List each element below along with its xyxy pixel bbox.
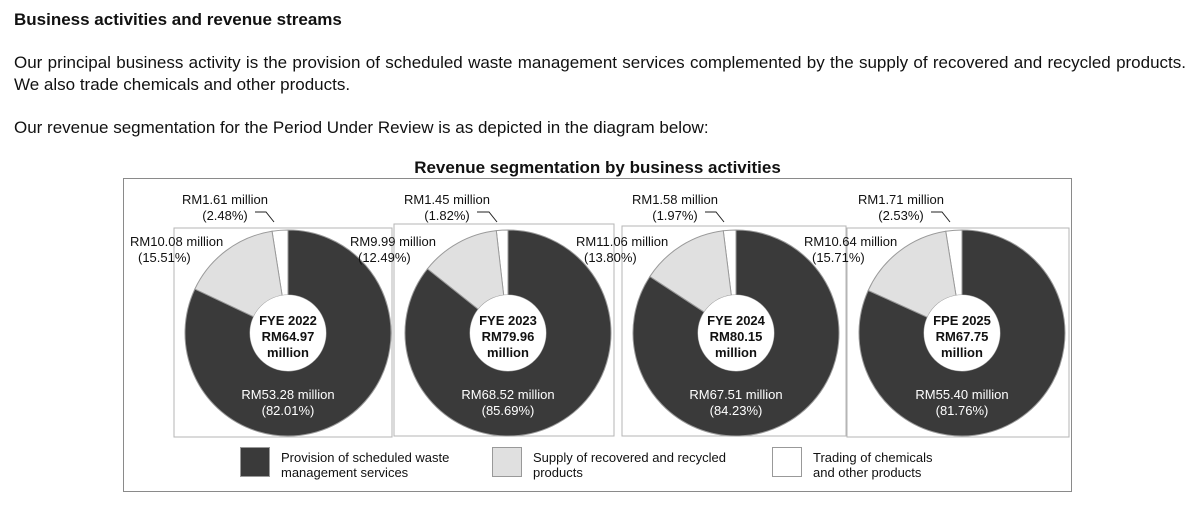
donut-hole [250, 295, 326, 371]
slice-provision [858, 229, 1066, 437]
donut-center-unit: million [715, 345, 757, 360]
slice-label-supply-percent: (15.71%) [812, 250, 865, 265]
slice-label-supply-amount: RM11.06 million [576, 234, 668, 249]
donut-panel-border [846, 227, 1070, 438]
slice-label-provision-amount: RM67.51 million [689, 387, 782, 402]
slice-label-trading-amount: RM1.71 million [858, 192, 944, 207]
donut-center-total: RM79.96 [482, 329, 535, 344]
slice-label-provision-amount: RM55.40 million [915, 387, 1008, 402]
intro-paragraph: Our principal business activity is the p… [14, 53, 1186, 94]
slice-label-provision-amount: RM68.52 million [461, 387, 554, 402]
slice-label-supply-percent: (12.49%) [358, 250, 411, 265]
donut-hole [470, 295, 546, 371]
donut-center-total: RM80.15 [710, 329, 763, 344]
slice-label-supply-percent: (13.80%) [584, 250, 637, 265]
donut-center-unit: million [267, 345, 309, 360]
slice-label-provision-percent: (82.01%) [262, 403, 315, 418]
slice-label-trading-percent: (2.53%) [878, 208, 924, 223]
slice-label-provision-percent: (81.76%) [936, 403, 989, 418]
section-heading: Business activities and revenue streams [14, 10, 342, 29]
legend-label-provision: Provision of scheduled waste management … [281, 450, 450, 480]
leader-line-trading [705, 211, 725, 223]
slice-label-provision-percent: (84.23%) [710, 403, 763, 418]
donut-center-period: FYE 2022 [259, 313, 317, 328]
slice-label-supply-amount: RM9.99 million [350, 234, 436, 249]
slice-label-supply-amount: RM10.64 million [804, 234, 897, 249]
legend-label-trading: Trading of chemicals and other products [813, 450, 933, 480]
donut-center-total: RM64.97 [262, 329, 315, 344]
leader-line-trading [255, 211, 275, 223]
slice-label-supply-percent: (15.51%) [138, 250, 191, 265]
slice-label-trading-amount: RM1.45 million [404, 192, 490, 207]
donut-center-unit: million [487, 345, 529, 360]
slice-label-supply-amount: RM10.08 million [130, 234, 223, 249]
slice-label-trading-amount: RM1.58 million [632, 192, 718, 207]
legend-swatch-trading [772, 447, 802, 477]
leader-line-trading [931, 211, 951, 223]
segmentation-paragraph: Our revenue segmentation for the Period … [14, 118, 709, 137]
donut-panel-border [173, 227, 393, 438]
slice-label-provision-amount: RM53.28 million [241, 387, 334, 402]
legend-swatch-supply [492, 447, 522, 477]
slice-label-trading-percent: (2.48%) [202, 208, 248, 223]
slice-label-trading-percent: (1.82%) [424, 208, 470, 223]
chart-frame [123, 178, 1072, 492]
chart-title: Revenue segmentation by business activit… [414, 158, 781, 177]
donut-hole [924, 295, 1000, 371]
slice-label-trading-amount: RM1.61 million [182, 192, 268, 207]
legend-swatch-provision [240, 447, 270, 477]
donut-center-period: FYE 2023 [479, 313, 537, 328]
donut-center-unit: million [941, 345, 983, 360]
donut-hole [698, 295, 774, 371]
donut-center-period: FYE 2024 [707, 313, 766, 328]
leader-line-trading [477, 211, 498, 223]
slice-provision [184, 229, 392, 437]
legend-label-supply: Supply of recovered and recycled product… [533, 450, 726, 480]
slice-label-trading-percent: (1.97%) [652, 208, 698, 223]
slice-label-provision-percent: (85.69%) [482, 403, 535, 418]
donut-center-period: FPE 2025 [933, 313, 991, 328]
donut-center-total: RM67.75 [936, 329, 989, 344]
